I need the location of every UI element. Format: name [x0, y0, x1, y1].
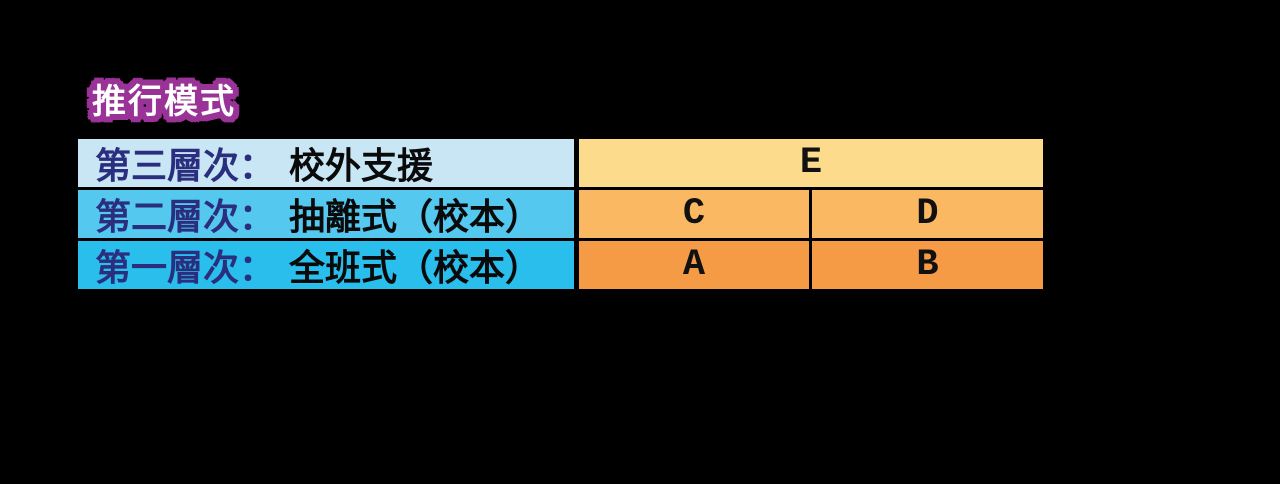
cell-C: C	[579, 190, 809, 238]
cell-D-label: D	[916, 193, 939, 235]
tier-3-program: 校外支援	[289, 145, 434, 186]
tier-row-3-label-cell: 第三層次： 校外支援	[78, 139, 574, 187]
tier-2-label: 第二層次：	[95, 196, 276, 237]
tier-1-program: 全班式（校本）	[289, 247, 542, 288]
page-title: 推行模式	[92, 83, 236, 121]
cell-A-label: A	[682, 244, 706, 286]
tier-row-1-label-cell: 第一層次： 全班式（校本）	[78, 241, 574, 289]
tier-2-program: 抽離式（校本）	[289, 196, 542, 237]
cell-A: A	[579, 241, 809, 289]
cell-B: B	[812, 241, 1043, 289]
cell-B-label: B	[916, 244, 939, 286]
cell-D: D	[812, 190, 1043, 238]
cell-C-label: C	[682, 193, 706, 235]
cell-E-label: E	[799, 142, 823, 184]
tier-1-label: 第一層次：	[95, 247, 276, 288]
cell-E: E	[579, 139, 1043, 187]
tier-3-label: 第三層次：	[95, 145, 276, 186]
tier-row-2-label-cell: 第二層次： 抽離式（校本）	[78, 190, 574, 238]
